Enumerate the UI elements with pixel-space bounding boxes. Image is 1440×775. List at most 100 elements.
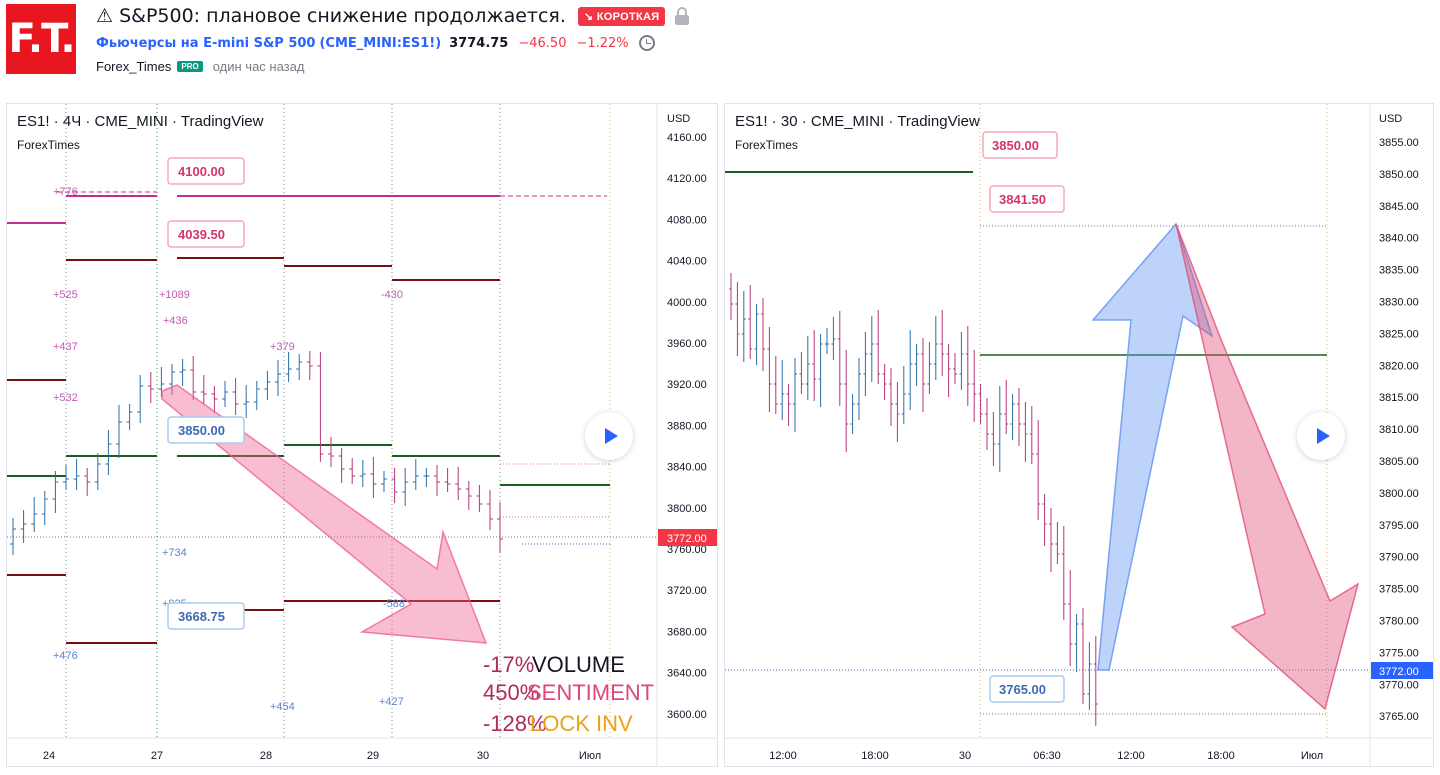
price-tick: 3775.00 xyxy=(1379,647,1419,659)
left-price-axis[interactable]: 4160.00 4120.00 4080.00 4040.00 4000.00 3960.… xyxy=(667,132,707,721)
idea-title: ⚠ S&P500: плановое снижение продолжается… xyxy=(96,5,566,27)
annotation-label: +525 xyxy=(53,289,78,301)
idea-header: F.T. ⚠ S&P500: плановое снижение продолж… xyxy=(0,0,1440,96)
alarm-clock-icon[interactable] xyxy=(638,35,655,51)
time-tick: 28 xyxy=(260,750,272,762)
annotation-label: -430 xyxy=(381,289,403,301)
play-button[interactable] xyxy=(585,412,633,460)
annotation-label: +427 xyxy=(379,696,404,708)
price-tick: 3785.00 xyxy=(1379,584,1419,596)
callout-3850[interactable]: 3850.00 xyxy=(167,416,245,444)
svg-text:3850.00: 3850.00 xyxy=(992,138,1039,153)
right-chart-canvas[interactable]: 3850.00 3841.50 3765.00 USD 3855.00 3850.… xyxy=(725,104,1434,767)
price-tick: 3600.00 xyxy=(667,709,707,721)
price-tick: 3880.00 xyxy=(667,420,707,432)
pro-badge: PRO xyxy=(177,60,203,72)
price-tick: 3830.00 xyxy=(1379,297,1419,309)
svg-text:3668.75: 3668.75 xyxy=(178,609,225,624)
time-tick: 29 xyxy=(367,750,379,762)
price-tick: 4000.00 xyxy=(667,297,707,309)
callout-4039[interactable]: 4039.50 xyxy=(167,220,245,248)
symbol-name-link[interactable]: Фьючерсы на E-mini S&P 500 xyxy=(96,35,316,51)
time-tick: 27 xyxy=(151,750,163,762)
svg-text:3850.00: 3850.00 xyxy=(178,423,225,438)
price-tick: 3800.00 xyxy=(1379,488,1419,500)
price-tick: 3765.00 xyxy=(1379,711,1419,723)
callout-4100[interactable]: 4100.00 xyxy=(167,157,245,185)
svg-text:3765.00: 3765.00 xyxy=(999,682,1046,697)
right-chart-title: ES1! · 30 · CME_MINI · TradingView xyxy=(735,113,980,130)
callout-3850[interactable]: 3850.00 xyxy=(982,131,1058,159)
right-chart-watermark: ForexTimes xyxy=(735,138,798,152)
volume-value: -17% xyxy=(483,652,534,677)
svg-text:4039.50: 4039.50 xyxy=(178,227,225,242)
time-tick: 24 xyxy=(43,750,55,762)
left-chart-panel[interactable]: +776 +525 +1089 +436 +437 +379 -430 +532… xyxy=(6,103,718,767)
time-tick: 06:30 xyxy=(1033,750,1061,762)
time-tick: Июл xyxy=(1301,750,1323,762)
price-tick: 3960.00 xyxy=(667,338,707,350)
price-tick: 3850.00 xyxy=(1379,169,1419,181)
right-up-arrow xyxy=(1091,222,1214,671)
price-change-percent: −1.22% xyxy=(576,35,629,51)
right-time-axis[interactable]: 12:00 18:00 30 06:30 12:00 18:00 Июл xyxy=(769,750,1323,762)
price-tick: 3840.00 xyxy=(667,462,707,474)
currency-label: USD xyxy=(667,113,690,125)
time-tick: Июл xyxy=(579,750,601,762)
right-chart-panel[interactable]: 3850.00 3841.50 3765.00 USD 3855.00 3850.… xyxy=(724,103,1434,767)
left-time-axis[interactable]: 24 27 28 29 30 Июл xyxy=(43,750,601,762)
price-tick: 4120.00 xyxy=(667,173,707,185)
price-tick: 3770.00 xyxy=(1379,679,1419,691)
price-tick: 3800.00 xyxy=(667,503,707,515)
svg-text:4100.00: 4100.00 xyxy=(178,164,225,179)
idea-title-row: ⚠ S&P500: плановое снижение продолжается… xyxy=(96,5,690,27)
callout-3668[interactable]: 3668.75 xyxy=(167,602,245,630)
annotation-label: +476 xyxy=(53,650,78,662)
forex-times-logo[interactable]: F.T. xyxy=(6,4,76,74)
price-tick: 3795.00 xyxy=(1379,520,1419,532)
price-change: −46.50 xyxy=(518,35,567,51)
sentiment-label: SENTIMENT xyxy=(527,680,654,705)
left-price-bars xyxy=(10,351,503,555)
callout-3765[interactable]: 3765.00 xyxy=(989,675,1065,703)
price-tick: 3815.00 xyxy=(1379,392,1419,404)
price-tick: 4040.00 xyxy=(667,256,707,268)
price-tick: 4160.00 xyxy=(667,132,707,144)
lock-inv-label: LOCK INV xyxy=(530,711,633,736)
price-tick: 3840.00 xyxy=(1379,233,1419,245)
annotation-label: +776 xyxy=(53,186,78,198)
left-chart-canvas[interactable]: +776 +525 +1089 +436 +437 +379 -430 +532… xyxy=(7,104,718,767)
play-button[interactable] xyxy=(1297,412,1345,460)
volume-label: VOLUME xyxy=(532,652,625,677)
price-tick: 3820.00 xyxy=(1379,360,1419,372)
price-tick: 3920.00 xyxy=(667,379,707,391)
time-tick: 18:00 xyxy=(861,750,889,762)
right-down-arrow xyxy=(1175,223,1360,711)
symbol-row: Фьючерсы на E-mini S&P 500 (CME_MINI:ES1… xyxy=(96,34,655,52)
author-row: Forex_Times PRO один час назад xyxy=(96,58,304,74)
annotation-label: +379 xyxy=(270,341,295,353)
short-badge: ↘ КОРОТКАЯ xyxy=(577,6,666,26)
left-chart-title: ES1! · 4Ч · CME_MINI · TradingView xyxy=(17,113,264,130)
price-tick: 3780.00 xyxy=(1379,616,1419,628)
price-tick: 3640.00 xyxy=(667,668,707,680)
time-tick: 30 xyxy=(477,750,489,762)
callout-3841[interactable]: 3841.50 xyxy=(989,185,1065,213)
svg-text:3841.50: 3841.50 xyxy=(999,192,1046,207)
symbol-code-link[interactable]: (CME_MINI:ES1!) xyxy=(319,35,442,51)
price-tick: 3835.00 xyxy=(1379,265,1419,277)
price-tick: 3845.00 xyxy=(1379,201,1419,213)
publish-time: один час назад xyxy=(212,58,305,74)
annotation-label: -588 xyxy=(383,598,405,610)
symbol-price: 3774.75 xyxy=(449,35,509,51)
left-chart-watermark: ForexTimes xyxy=(17,138,80,152)
left-last-price-tag: 3772.00 xyxy=(658,529,717,546)
price-tick: 3805.00 xyxy=(1379,456,1419,468)
lock-icon xyxy=(675,7,690,25)
lock-inv-value: -128% xyxy=(483,711,547,736)
author-name[interactable]: Forex_Times xyxy=(96,58,172,74)
price-tick: 3855.00 xyxy=(1379,137,1419,149)
svg-text:3772.00: 3772.00 xyxy=(1379,666,1419,678)
time-tick: 12:00 xyxy=(769,750,797,762)
right-price-axis[interactable]: 3855.00 3850.00 3845.00 3840.00 3835.00 3830.… xyxy=(1379,137,1419,723)
